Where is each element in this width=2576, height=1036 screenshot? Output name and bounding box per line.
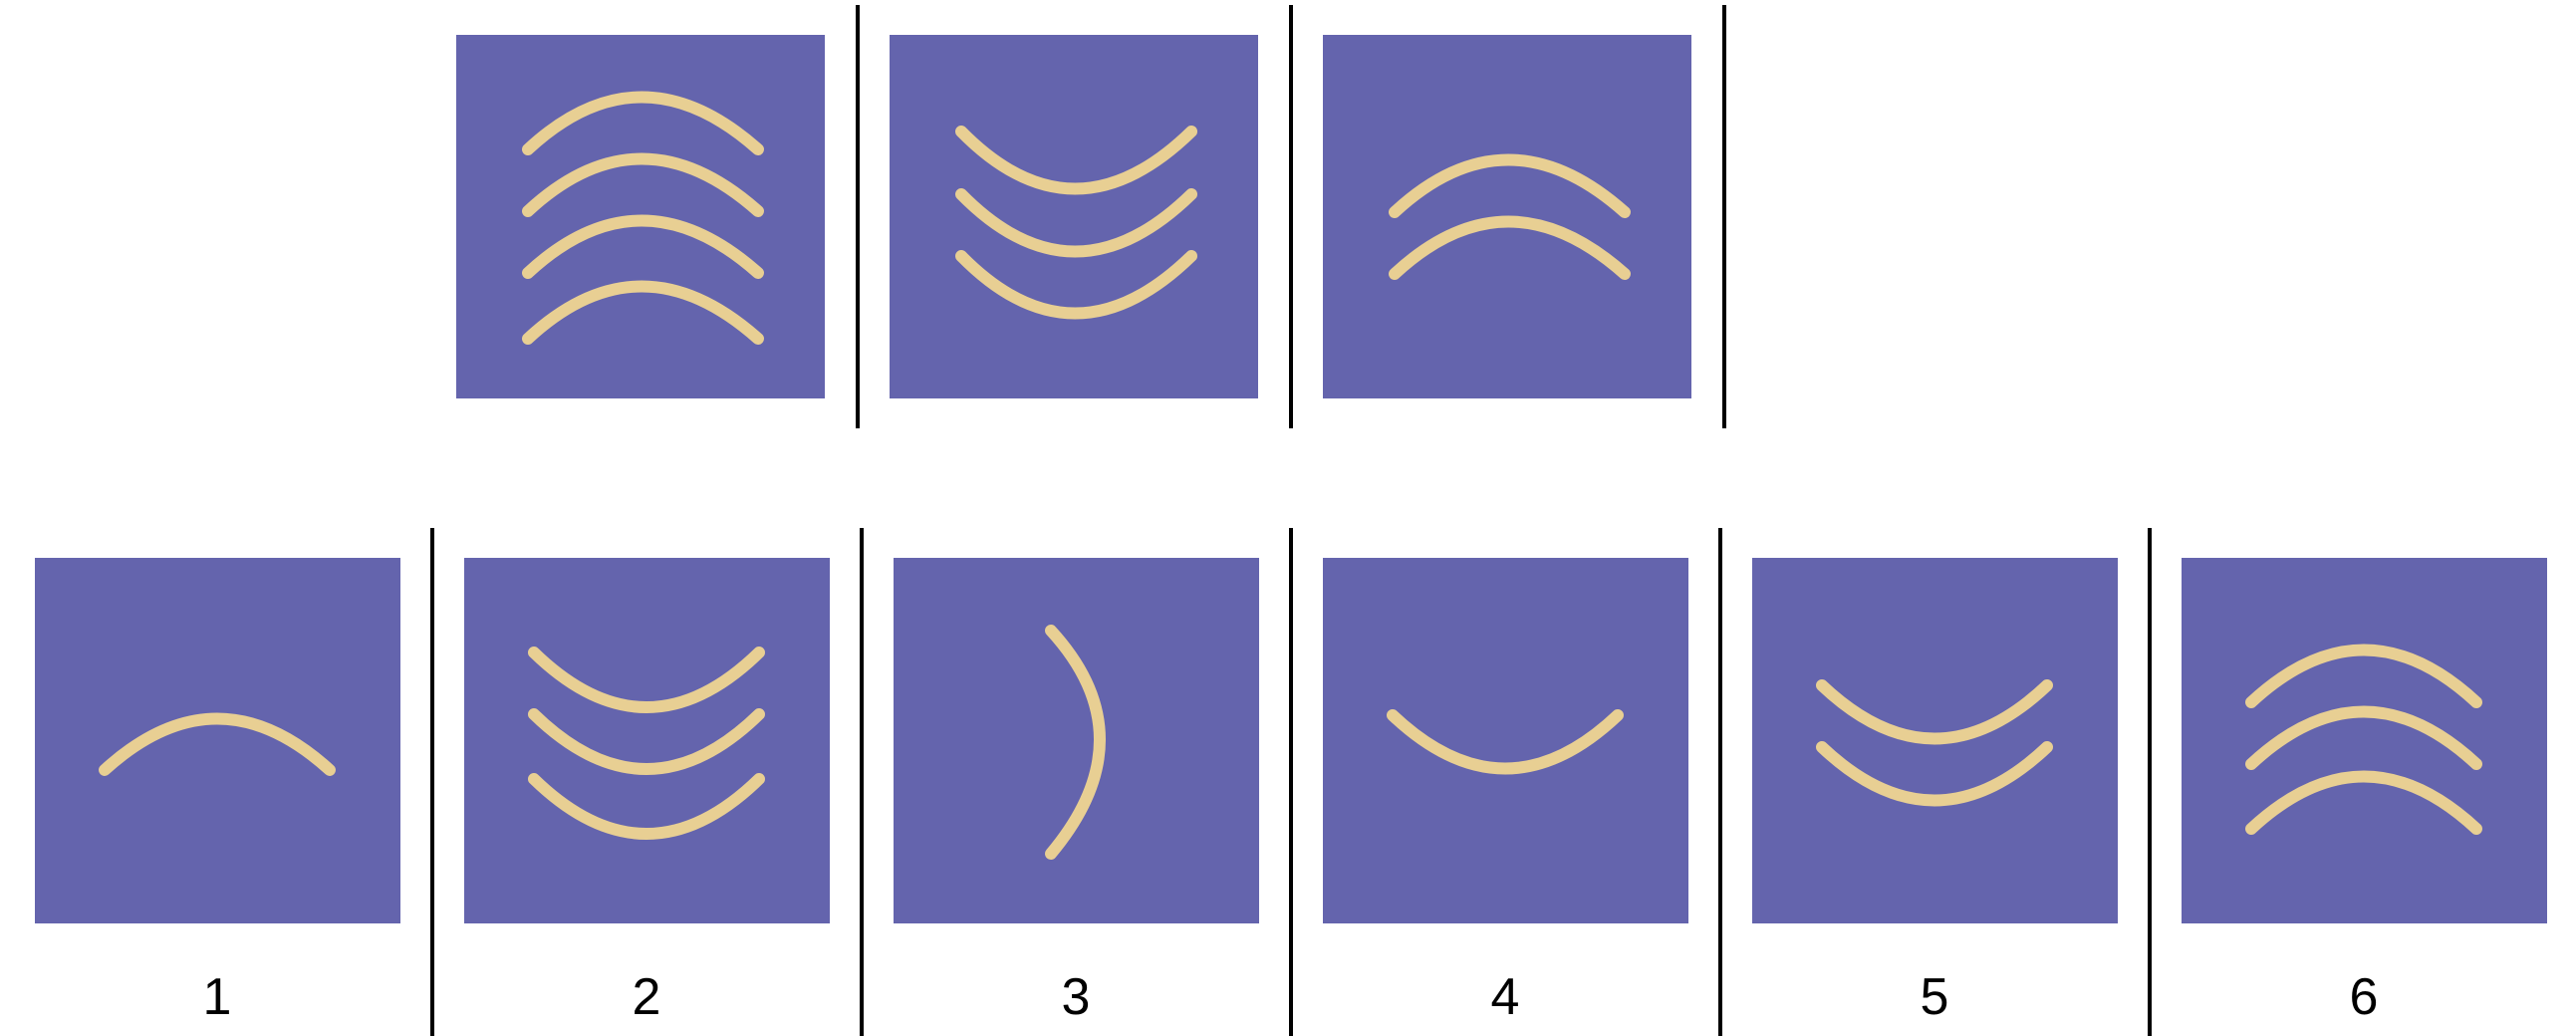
question-tile-1	[456, 35, 825, 398]
answer-option-5[interactable]	[1752, 558, 2118, 923]
arc-icon	[1389, 215, 1631, 280]
arc-icon	[528, 773, 765, 840]
arc-icon	[2245, 705, 2482, 770]
arc-icon	[522, 280, 764, 345]
arc-group-icon	[1389, 153, 1631, 280]
divider	[1722, 5, 1726, 428]
arc-icon	[1816, 679, 2053, 745]
question-tile-2	[890, 35, 1258, 398]
answer-label-6: 6	[2349, 968, 2379, 1026]
arc-group-icon	[522, 91, 764, 345]
arc-icon	[522, 91, 764, 155]
answer-label-1: 1	[202, 968, 232, 1026]
answer-label-2: 2	[632, 968, 661, 1026]
divider	[1718, 528, 1722, 1036]
arc-icon	[1816, 741, 2053, 807]
divider	[1289, 5, 1293, 428]
arc-icon	[528, 647, 765, 713]
arc-group-icon	[528, 647, 765, 840]
arc-icon	[2245, 644, 2482, 708]
arc-group-icon	[955, 126, 1197, 320]
question-tile-3	[1323, 35, 1691, 398]
arc-group-icon	[1045, 625, 1106, 860]
answer-label-4: 4	[1490, 968, 1520, 1026]
arc-group-icon	[1387, 709, 1624, 775]
arc-icon	[99, 712, 336, 776]
arc-icon	[522, 152, 764, 217]
arc-icon	[1387, 709, 1624, 775]
arc-icon	[955, 126, 1197, 195]
divider	[860, 528, 864, 1036]
arc-icon	[1389, 153, 1631, 218]
arc-group-icon	[99, 712, 336, 776]
arc-group-icon	[1816, 679, 2053, 807]
answer-option-3[interactable]	[894, 558, 1259, 923]
arc-icon	[528, 708, 765, 775]
arc-icon	[955, 188, 1197, 258]
arc-icon	[2245, 770, 2482, 835]
answer-label-5: 5	[1920, 968, 1949, 1026]
answer-option-1[interactable]	[35, 558, 400, 923]
answer-option-6[interactable]	[2182, 558, 2547, 923]
divider	[856, 5, 860, 428]
divider	[1289, 528, 1293, 1036]
arc-group-icon	[2245, 644, 2482, 835]
answer-label-3: 3	[1061, 968, 1091, 1026]
arc-icon	[1045, 625, 1106, 860]
divider	[430, 528, 434, 1036]
answer-option-2[interactable]	[464, 558, 830, 923]
arc-icon	[522, 214, 764, 279]
arc-icon	[955, 250, 1197, 320]
divider	[2148, 528, 2152, 1036]
answer-option-4[interactable]	[1323, 558, 1688, 923]
